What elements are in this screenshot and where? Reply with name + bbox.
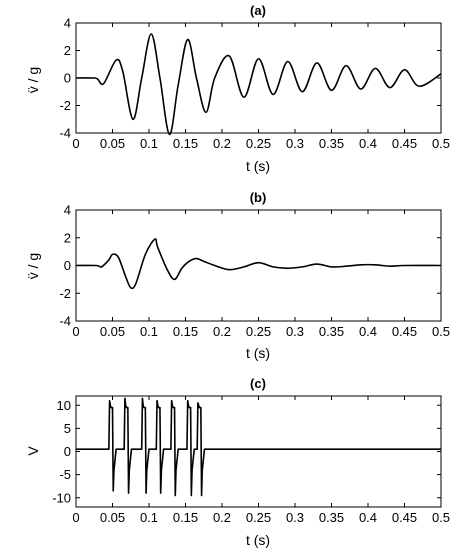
x-tick-label: 0.15 (173, 324, 198, 339)
x-tick-label: 0.3 (286, 510, 304, 525)
x-tick-label: 0.35 (319, 136, 344, 151)
x-tick-label: 0.05 (100, 324, 125, 339)
ticks: 0 0.05 0.1 0.15 0.2 0.25 0.3 0.35 0.4 0.45 0.5 -10 -… (52, 396, 450, 525)
x-tick-label: 0.05 (100, 510, 125, 525)
y-tick-label: -4 (59, 126, 71, 141)
x-tick-label: 0.4 (359, 510, 377, 525)
y-tick-label: -2 (59, 98, 71, 113)
y-tick-label: 0 (64, 258, 71, 273)
y-tick-label: -5 (59, 467, 71, 482)
x-tick-label: 0.5 (432, 510, 450, 525)
y-tick-label: 4 (64, 16, 71, 31)
series-line (75, 33, 442, 136)
x-tick-label: 0.4 (359, 136, 377, 151)
y-axis-label: v̈ / g (25, 67, 41, 93)
x-tick-label: 0.1 (140, 510, 158, 525)
x-tick-label: 0.3 (286, 324, 304, 339)
x-tick-label: 0.15 (173, 510, 198, 525)
x-tick-label: 0.45 (392, 324, 417, 339)
y-tick-label: -4 (59, 314, 71, 329)
y-tick-label: 0 (64, 444, 71, 459)
series-line (75, 238, 442, 290)
x-tick-label: 0.3 (286, 136, 304, 151)
x-tick-label: 0.1 (140, 324, 158, 339)
y-tick-label: 2 (64, 230, 71, 245)
x-axis-label: t (s) (246, 345, 270, 361)
panel-title: (b) (250, 190, 267, 205)
panel-a: (a) v̈ / g t (s) 0 0.05 0.1 0.15 0.2 0.25 0.3 0… (25, 3, 450, 174)
x-axis-label: t (s) (246, 532, 270, 548)
ticks: 0 0.05 0.1 0.15 0.2 0.25 0.3 0.35 0.4 0.45 0.5 -4 -2… (59, 16, 450, 152)
x-tick-label: 0.4 (359, 324, 377, 339)
y-tick-label: 0 (64, 71, 71, 86)
y-axis-label: v̈ / g (25, 253, 41, 279)
y-tick-label: 4 (64, 203, 71, 218)
x-tick-label: 0.5 (432, 136, 450, 151)
plot-area (75, 22, 442, 134)
x-tick-label: 0.45 (392, 510, 417, 525)
x-tick-label: 0.35 (319, 510, 344, 525)
x-tick-label: 0 (72, 510, 79, 525)
y-tick-label: 5 (64, 421, 71, 436)
x-tick-label: 0 (72, 136, 79, 151)
x-tick-label: 0.15 (173, 136, 198, 151)
x-tick-label: 0.25 (246, 510, 271, 525)
x-tick-label: 0.1 (140, 136, 158, 151)
series-line (76, 397, 441, 497)
x-tick-label: 0.5 (432, 324, 450, 339)
x-tick-label: 0.35 (319, 324, 344, 339)
x-tick-label: 0.2 (213, 510, 231, 525)
y-axis-label: V (25, 446, 41, 456)
ticks: 0 0.05 0.1 0.15 0.2 0.25 0.3 0.35 0.4 0.45 0.5 -4 -2… (59, 203, 450, 340)
x-axis-label: t (s) (246, 158, 270, 174)
panel-title: (c) (250, 376, 266, 391)
y-tick-label: 10 (57, 398, 71, 413)
x-tick-label: 0.25 (246, 324, 271, 339)
x-tick-label: 0 (72, 324, 79, 339)
y-tick-label: -2 (59, 286, 71, 301)
panel-c: (c) V t (s) 0 0.05 0.1 0.15 0.2 0.25 0.3 0.35 0.… (25, 376, 450, 548)
x-tick-label: 0.25 (246, 136, 271, 151)
x-tick-label: 0.2 (213, 136, 231, 151)
x-tick-label: 0.2 (213, 324, 231, 339)
x-tick-label: 0.45 (392, 136, 417, 151)
y-tick-label: -10 (52, 490, 71, 505)
panel-b: (b) v̈ / g t (s) 0 0.05 0.1 0.15 0.2 0.25 0.3 0… (25, 190, 450, 361)
panel-title: (a) (250, 3, 266, 18)
x-tick-label: 0.05 (100, 136, 125, 151)
y-tick-label: 2 (64, 43, 71, 58)
